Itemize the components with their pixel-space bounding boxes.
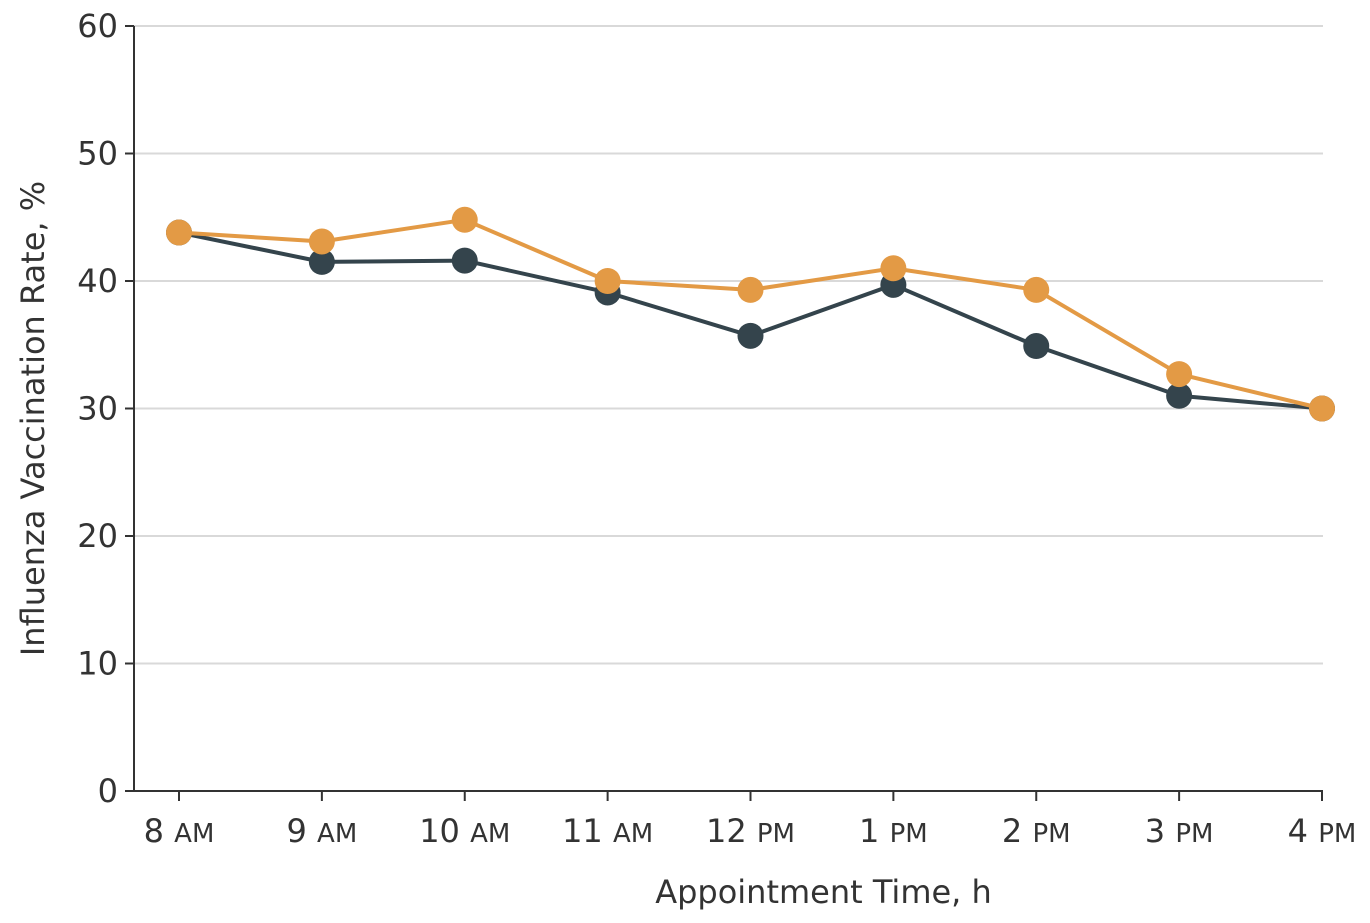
series-group <box>166 206 1335 422</box>
x-tick-label: 1 PM <box>859 812 928 850</box>
series-line <box>178 230 1323 411</box>
x-tick-label: 4 PM <box>1288 812 1357 850</box>
x-tick-label: 8 AM <box>144 812 215 850</box>
data-point <box>1166 361 1193 388</box>
x-tick-label: 12 PM <box>706 812 795 850</box>
y-axis-title: Influenza Vaccination Rate, % <box>14 181 52 656</box>
y-tick-label: 10 <box>77 645 118 683</box>
series-1 <box>166 219 1335 422</box>
x-tick-label: 11 AM <box>562 812 653 850</box>
data-point <box>1023 276 1050 303</box>
series-line <box>178 217 1323 411</box>
data-point <box>451 247 478 274</box>
gridlines <box>134 25 1323 665</box>
x-tick-label: 3 PM <box>1145 812 1214 850</box>
y-tick-label: 50 <box>77 135 118 173</box>
data-point <box>737 322 764 349</box>
x-tick-label: 9 AM <box>287 812 358 850</box>
data-point <box>166 219 192 246</box>
x-axis-title: Appointment Time, h <box>655 873 992 911</box>
data-point <box>880 255 907 282</box>
data-point <box>1166 382 1193 409</box>
y-tick-label: 0 <box>98 772 118 810</box>
data-point <box>308 228 335 255</box>
y-tick-label: 30 <box>77 390 118 428</box>
x-tick-label: 2 PM <box>1002 812 1071 850</box>
data-point <box>1023 333 1050 360</box>
y-tick-label: 20 <box>77 517 118 555</box>
data-point <box>1309 395 1335 422</box>
y-tick-label: 40 <box>77 262 118 300</box>
x-tick-label: 10 AM <box>419 812 510 850</box>
y-tick-label: 60 <box>77 7 118 45</box>
axes: 0 10 20 30 40 50 60 8 AM 9 AM 10 AM 11 AM 12 PM 1 PM… <box>77 7 1356 850</box>
data-point <box>737 276 764 303</box>
data-point <box>594 268 621 294</box>
data-point <box>308 248 335 275</box>
series-2 <box>166 206 1335 422</box>
data-point <box>451 206 478 233</box>
